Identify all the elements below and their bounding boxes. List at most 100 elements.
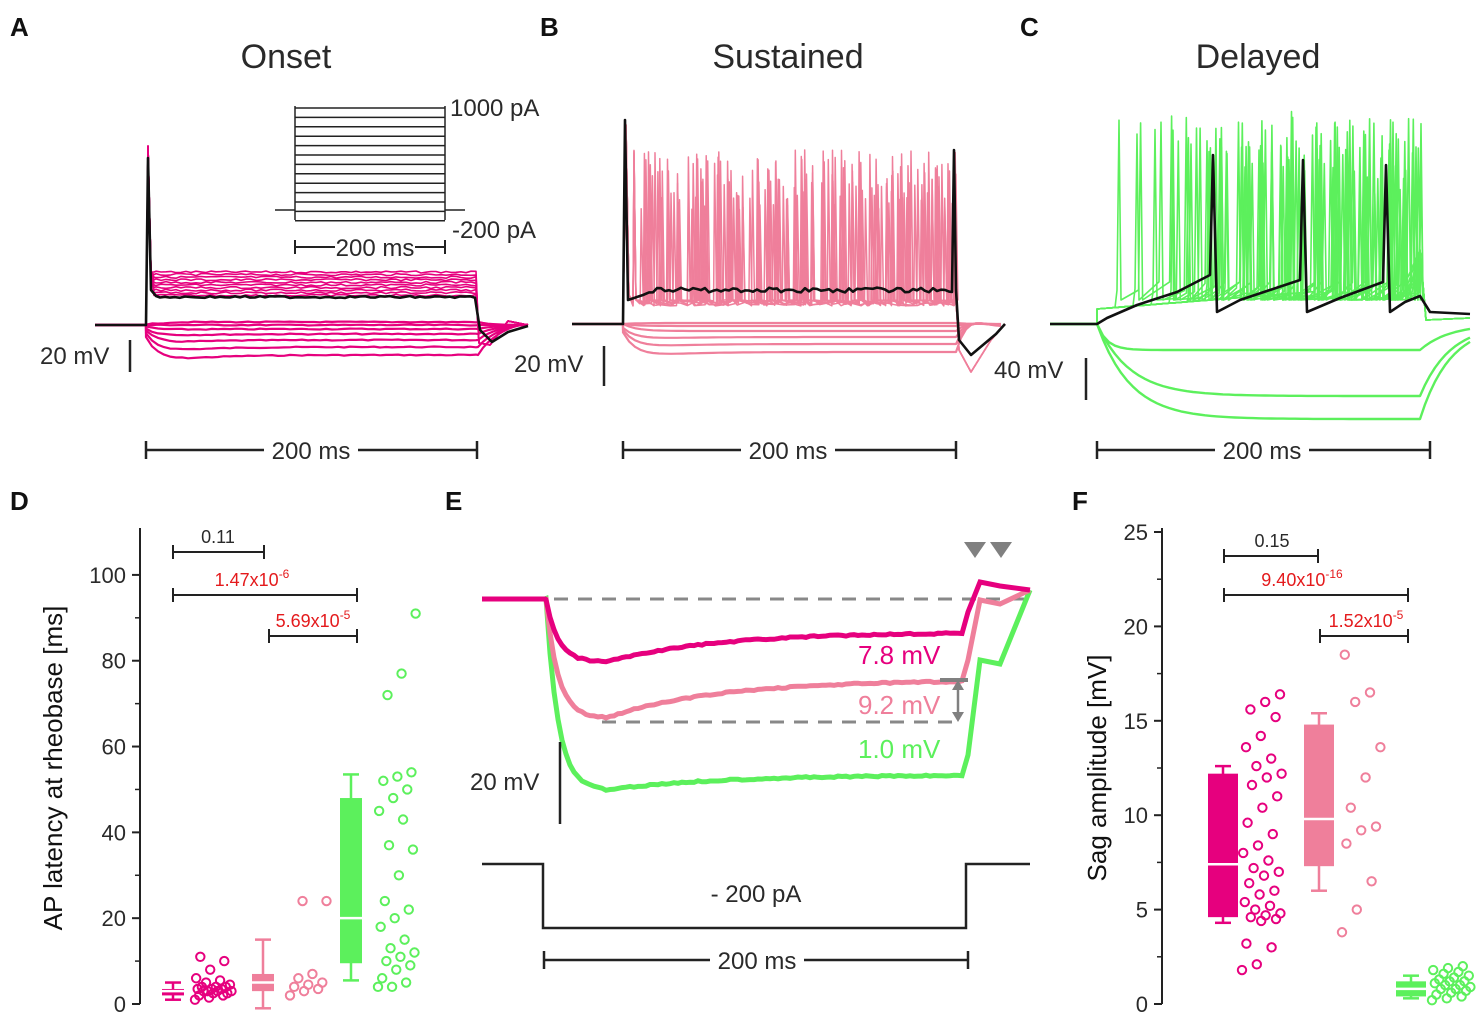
panel-letter-e: E: [445, 486, 462, 516]
data-point-sustained: [1351, 904, 1363, 915]
data-point-onset: [1239, 896, 1251, 908]
onset-rheobase-trace: [95, 156, 529, 344]
data-point-delayed: [391, 964, 402, 975]
onset-spiking-trace: [95, 145, 529, 346]
data-point-sustained: [1345, 802, 1357, 813]
sustained-subthreshold-trace: [572, 321, 1001, 326]
data-point-onset: [1241, 938, 1252, 949]
data-point-onset: [1270, 711, 1281, 723]
arrowhead-marker-1: [964, 542, 986, 558]
data-point-delayed: [406, 767, 417, 778]
y-axis-label: Sag amplitude [mV]: [1082, 655, 1112, 882]
data-point-sustained: [1339, 649, 1351, 660]
y-tick-label: 25: [1124, 520, 1148, 545]
data-point-onset: [1248, 862, 1259, 874]
data-point-onset: [1260, 696, 1271, 708]
data-point-sustained: [1336, 927, 1348, 938]
data-point-onset: [205, 964, 216, 975]
data-point-delayed: [395, 951, 406, 962]
data-point-delayed: [1463, 970, 1475, 981]
sustained-subthreshold-trace: [572, 322, 1002, 347]
data-point-sustained: [317, 977, 328, 988]
data-point-sustained: [303, 979, 314, 990]
data-point-sustained: [1360, 772, 1371, 783]
data-point-delayed: [403, 904, 414, 915]
arrowhead-marker-2: [990, 542, 1012, 558]
y-tick-label: 10: [1124, 803, 1148, 828]
sag-label-onset: 7.8 mV: [858, 640, 941, 670]
data-point-sustained: [1364, 687, 1376, 698]
y-tick-label: 0: [1136, 992, 1148, 1017]
data-point-delayed: [383, 840, 395, 851]
title-onset: Onset: [241, 38, 332, 76]
latency-boxplot: 0 20 40 60 80 100 AP latency at rheobase [ms] 0…: [38, 527, 421, 1017]
delayed-hyperpolarizing-trace: [1050, 322, 1471, 421]
data-point-onset: [1264, 900, 1276, 912]
onset-spiking-trace: [95, 145, 529, 346]
data-point-delayed: [372, 981, 384, 993]
data-point-onset: [1263, 855, 1274, 866]
data-point-delayed: [1442, 962, 1454, 974]
data-point-onset: [224, 979, 236, 990]
panel-letter-c: C: [1020, 12, 1039, 42]
y-tick-label: 40: [102, 820, 126, 845]
scale-v-e: 20 mV: [470, 769, 539, 796]
data-point-onset: [1266, 942, 1277, 953]
p-value-label: 1.52x10-5: [1329, 608, 1404, 631]
data-point-onset: [1254, 889, 1265, 900]
scale-t-b: 200 ms: [749, 438, 828, 465]
data-point-delayed: [393, 870, 405, 881]
scale-bar-t-c: 200 ms: [1095, 436, 1432, 465]
data-point-sustained: [321, 895, 332, 907]
box-onset: [1208, 773, 1238, 918]
onset-spiking-trace: [95, 145, 529, 346]
data-point-delayed: [376, 973, 388, 984]
box-sustained: [1304, 724, 1334, 867]
stimulus-protocol-inset: 1000 pA -200 pA 200 ms: [275, 95, 539, 262]
data-point-delayed: [402, 784, 413, 795]
scale-v-c: 40 mV: [994, 357, 1063, 384]
data-point-sustained: [1341, 838, 1352, 849]
data-point-onset: [1245, 911, 1257, 923]
onset-traces: [95, 145, 529, 360]
inset-bottom-label: -200 pA: [452, 217, 536, 244]
data-point-onset: [1267, 828, 1279, 840]
onset-spiking-trace: [95, 145, 529, 346]
data-point-delayed: [409, 947, 420, 958]
y-tick-label: 60: [102, 735, 126, 760]
onset-spiking-trace: [95, 145, 529, 346]
data-point-delayed: [1457, 961, 1469, 972]
scale-bar-t-b: 200 ms: [621, 436, 958, 465]
data-point-delayed: [1465, 981, 1476, 993]
data-point-onset: [1276, 768, 1287, 779]
scale-bar-t-a: 200 ms: [144, 436, 479, 465]
data-point-sustained: [1375, 742, 1386, 753]
onset-subthreshold-trace: [95, 323, 529, 343]
y-axis-label: AP latency at rheobase [ms]: [38, 606, 68, 931]
inset-time-label: 200 ms: [336, 235, 415, 262]
data-point-sustained: [307, 968, 318, 980]
data-point-delayed: [399, 934, 410, 945]
data-point-delayed: [405, 960, 416, 971]
data-point-onset: [1258, 870, 1270, 881]
data-point-delayed: [396, 668, 407, 679]
panel-letter-b: B: [540, 12, 559, 42]
data-point-onset: [214, 975, 226, 986]
delayed-hyperpolarizing-trace: [1050, 322, 1471, 398]
title-delayed: Delayed: [1196, 38, 1321, 76]
data-point-delayed: [397, 814, 409, 825]
delayed-traces: [1050, 110, 1471, 421]
data-point-onset: [1252, 840, 1264, 851]
panel-letter-d: D: [10, 486, 29, 516]
y-tick-label: 0: [114, 992, 126, 1017]
data-point-delayed: [373, 805, 385, 817]
sustained-spiking-trace: [572, 124, 1006, 373]
data-point-onset: [200, 977, 212, 988]
sag-trace-delayed: [482, 589, 1033, 793]
data-point-onset: [1240, 742, 1252, 753]
data-point-delayed: [379, 895, 391, 907]
sag-label-sustained: 9.2 mV: [858, 690, 941, 720]
sag-label-delayed: 1.0 mV: [858, 734, 941, 764]
data-point-sustained: [297, 895, 308, 907]
data-point-onset: [1251, 760, 1262, 772]
